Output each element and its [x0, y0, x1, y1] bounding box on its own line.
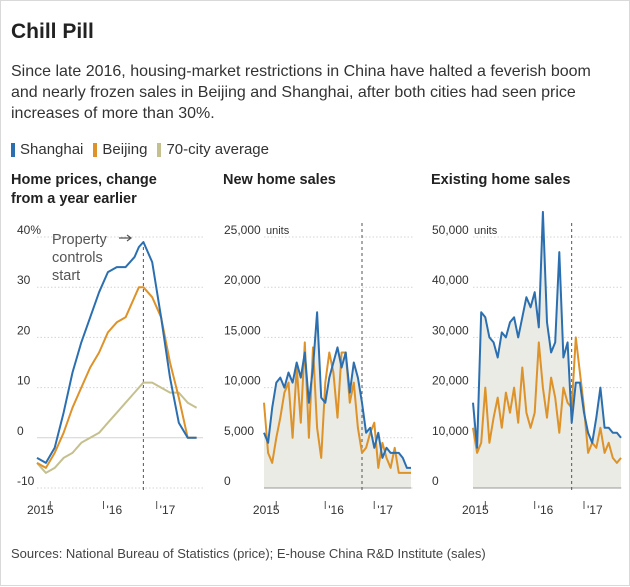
- chart-subtitle: Since late 2016, housing-market restrict…: [11, 63, 591, 122]
- panel-2-x-tick-label: '16: [538, 503, 554, 517]
- panel-0-x-tick-label: 2015: [27, 503, 54, 517]
- legend-swatch-70-city-average: [157, 142, 162, 157]
- panel-0-y-tick-label: 20: [17, 323, 31, 337]
- panel-0-x-tick-label: '17: [160, 503, 176, 517]
- panel-title-home-prices-line-2: from a year earlier: [11, 191, 137, 207]
- panel-2-y-tick-label: 10,000: [432, 424, 469, 438]
- panel-2-line-shanghai: [472, 210, 622, 449]
- panel-0-line-shanghai: [36, 241, 197, 464]
- annotation-arrow-icon: [119, 234, 132, 242]
- legend-label-70-city-average: 70-city average: [166, 141, 269, 158]
- panel-title-existing-home-sales: Existing home sales: [431, 172, 571, 188]
- legend-item-70-city-average: 70-city average: [157, 141, 269, 158]
- panel-0-y-tick-label: 40%: [17, 223, 41, 237]
- legend-label-beijing: Beijing: [102, 141, 148, 158]
- panel-0-y-tick-label: -10: [17, 474, 35, 488]
- panel-1-x-tick-label: '17: [377, 503, 393, 517]
- panel-2-line-beijing: [472, 336, 622, 464]
- panel-1-y-tick-label: 15,000: [224, 323, 261, 337]
- legend-swatch-beijing: [93, 142, 98, 157]
- annotation-controls-line-1: Property: [52, 232, 108, 248]
- panel-1-y-tick-label: 10,000: [224, 374, 261, 388]
- panel-2-x-tick-label: '17: [587, 503, 603, 517]
- legend-item-beijing: Beijing: [93, 141, 147, 158]
- panel-0-y-tick-label: 0: [17, 424, 24, 438]
- legend: Shanghai Beijing 70-city average: [11, 141, 279, 158]
- annotation-controls-line-3: start: [52, 268, 80, 284]
- panel-0-line-70-city-average: [36, 381, 198, 474]
- panel-2-y-tick-label: 40,000: [432, 273, 469, 287]
- panel-title-home-prices: Home prices, change from a year earlier: [11, 171, 157, 209]
- legend-label-shanghai: Shanghai: [20, 141, 84, 158]
- panel-1-y-tick-label: 0: [224, 474, 231, 488]
- panel-2-area-shanghai: [473, 211, 621, 488]
- panel-2-y-tick-label: 30,000: [432, 323, 469, 337]
- panel-1-y-unit-label: units: [266, 225, 290, 237]
- panel-1-line-beijing: [263, 341, 411, 474]
- panel-1-area-shanghai: [264, 312, 411, 488]
- panel-2-x-tick-label: 2015: [462, 503, 489, 517]
- panel-2-y-tick-label: 20,000: [432, 374, 469, 388]
- panel-2-y-tick-label: 0: [432, 474, 439, 488]
- panel-2-y-tick-label: 50,000: [432, 223, 469, 237]
- panel-title-home-prices-line-1: Home prices, change: [11, 172, 157, 188]
- annotation-controls-line-2: controls: [52, 250, 103, 266]
- panel-1-x-tick-label: '16: [328, 503, 344, 517]
- legend-swatch-shanghai: [11, 142, 15, 157]
- panel-1-x-tick-label: 2015: [253, 503, 280, 517]
- panel-1-y-tick-label: 5,000: [224, 424, 254, 438]
- panel-title-new-home-sales: New home sales: [223, 172, 336, 188]
- panel-2-y-unit-label: units: [474, 225, 498, 237]
- panel-1-y-tick-label: 20,000: [224, 273, 261, 287]
- panel-0-y-tick-label: 10: [17, 374, 31, 388]
- chart-title: Chill Pill: [11, 20, 94, 43]
- panel-1-y-tick-label: 25,000: [224, 223, 261, 237]
- panel-0-y-tick-label: 30: [17, 273, 31, 287]
- panel-0-line-beijing: [36, 286, 197, 469]
- legend-item-shanghai: Shanghai: [11, 141, 83, 158]
- source-note: Sources: National Bureau of Statistics (…: [11, 546, 486, 561]
- panel-1-line-shanghai: [263, 311, 411, 469]
- panel-0-x-tick-label: '16: [106, 503, 122, 517]
